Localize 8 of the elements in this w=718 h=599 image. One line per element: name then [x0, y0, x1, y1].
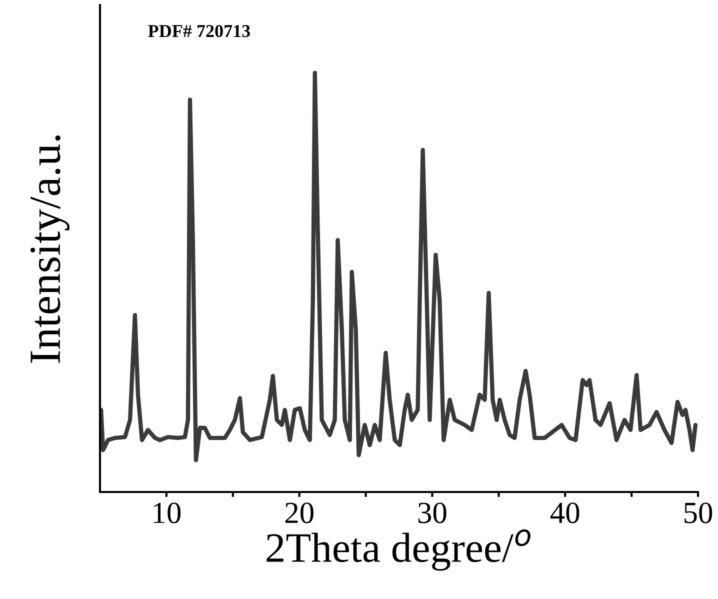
x-tick-label: 40 [550, 502, 580, 524]
x-tick-label: 50 [684, 502, 712, 524]
x-axis-title: 2Theta degree/$^{o}$ [266, 529, 530, 571]
x-tick-label: 20 [285, 502, 314, 524]
x-tick-label: 30 [418, 502, 446, 524]
text: PDF# 720713 [148, 25, 250, 38]
x-tick-label: 10 [154, 502, 181, 524]
y-axis-title: Intensity/a.u. [30, 135, 70, 363]
